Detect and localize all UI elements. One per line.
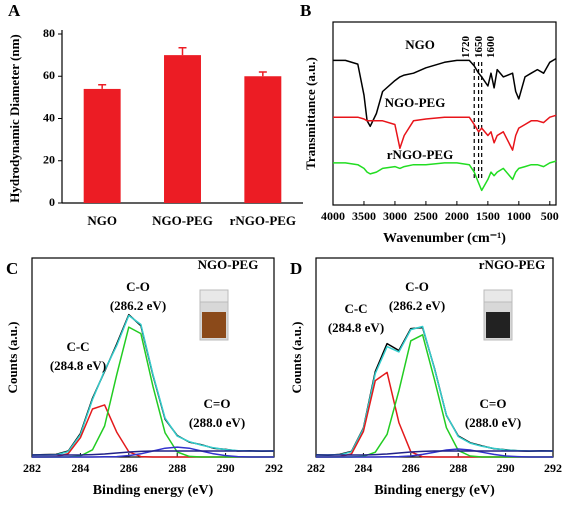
x-tick-label: 286 — [402, 461, 420, 475]
x-tick-label: 3000 — [383, 209, 407, 223]
series-line — [333, 114, 557, 151]
panel-letter: D — [290, 259, 302, 278]
x-tick-label: 500 — [541, 209, 559, 223]
vial-d — [483, 289, 513, 341]
series-line — [316, 450, 553, 456]
x-tick-label: 284 — [354, 461, 372, 475]
marker-label: 1600 — [485, 36, 497, 58]
series-label: C=O — [204, 396, 231, 411]
series-label: C-C — [66, 339, 89, 354]
peak-label: (286.2 eV) — [389, 298, 445, 313]
y-axis-label: Counts (a.u.) — [5, 322, 20, 394]
bar — [164, 55, 201, 203]
x-tick-label: rNGO-PEG — [230, 213, 296, 228]
x-tick-label: 284 — [71, 461, 89, 475]
y-tick-label: 20 — [43, 153, 55, 167]
series-label: C=O — [480, 396, 507, 411]
x-tick-label: 286 — [120, 461, 138, 475]
y-axis-label: Transmittance (a.u.) — [303, 57, 318, 170]
marker-label: 1650 — [473, 36, 485, 59]
y-axis-label: Hydrodynamic Diameter (nm) — [7, 34, 22, 203]
vial-c — [199, 289, 229, 341]
plot-frame — [332, 21, 557, 206]
x-tick-label: 290 — [497, 461, 515, 475]
panel-letter: A — [8, 1, 21, 20]
series-label: rNGO-PEG — [387, 147, 453, 162]
x-tick-label: 2500 — [414, 209, 438, 223]
x-tick-label: NGO-PEG — [152, 213, 213, 228]
x-tick-label: 4000 — [321, 209, 345, 223]
x-tick-label: 288 — [168, 461, 186, 475]
error-bar — [258, 71, 267, 77]
inset-label: rNGO-PEG — [479, 257, 545, 272]
error-bar — [98, 83, 107, 89]
x-tick-label: 1000 — [507, 209, 531, 223]
series-line — [316, 448, 553, 458]
x-axis-label: Binding energy (eV) — [374, 483, 495, 498]
series-label: NGO-PEG — [385, 95, 446, 110]
series-label: C-O — [126, 279, 150, 294]
y-axis-label: Counts (a.u.) — [289, 322, 304, 394]
x-tick-label: 288 — [449, 461, 467, 475]
inset-label: NGO-PEG — [198, 257, 259, 272]
panel-letter: B — [300, 1, 311, 20]
x-tick-label: 282 — [23, 461, 41, 475]
x-tick-label: NGO — [87, 213, 117, 228]
y-tick-label: 60 — [43, 68, 55, 82]
x-tick-label: 282 — [307, 461, 325, 475]
series-label: NGO — [405, 37, 435, 52]
peak-label: (284.8 eV) — [50, 358, 106, 373]
peak-label: (284.8 eV) — [328, 320, 384, 335]
error-bar — [178, 46, 187, 56]
series-label: C-C — [344, 301, 367, 316]
x-tick-label: 292 — [544, 461, 562, 475]
x-tick-label: 1500 — [476, 209, 500, 223]
y-tick-label: 40 — [43, 110, 55, 124]
peak-label: (286.2 eV) — [110, 298, 166, 313]
peak-label: (288.0 eV) — [189, 415, 245, 430]
series-line — [333, 160, 557, 192]
series-line — [32, 450, 274, 456]
peak-label: (288.0 eV) — [465, 415, 521, 430]
marker-label: 1720 — [460, 36, 472, 59]
series-line — [333, 57, 557, 128]
x-tick-label: 290 — [217, 461, 235, 475]
y-tick-label: 0 — [49, 195, 55, 209]
bar — [83, 88, 121, 203]
x-axis-label: Binding energy (eV) — [93, 483, 214, 498]
x-tick-label: 292 — [265, 461, 283, 475]
x-tick-label: 3500 — [352, 209, 376, 223]
x-tick-label: 2000 — [445, 209, 469, 223]
y-tick-label: 80 — [43, 26, 55, 40]
x-axis-label: Wavenumber (cm⁻¹) — [383, 231, 506, 246]
panel-letter: C — [6, 259, 18, 278]
series-label: C-O — [405, 279, 429, 294]
bar — [244, 76, 282, 203]
